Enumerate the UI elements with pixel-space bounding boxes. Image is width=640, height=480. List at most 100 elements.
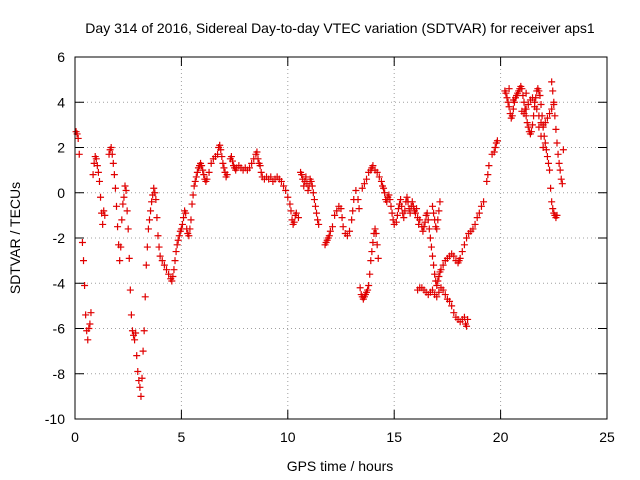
- data-point: [169, 272, 177, 280]
- data-point: [471, 220, 479, 228]
- axis-ticks: [74, 56, 608, 420]
- data-point: [543, 114, 551, 122]
- data-point: [411, 209, 419, 217]
- data-point: [363, 175, 371, 183]
- data-point: [121, 182, 129, 190]
- data-point: [219, 159, 227, 167]
- data-point: [87, 309, 95, 317]
- x-tick-label: 25: [599, 429, 615, 445]
- data-point: [386, 196, 394, 204]
- data-point: [220, 164, 228, 172]
- data-point: [326, 227, 334, 235]
- data-point: [141, 293, 149, 301]
- data-point: [549, 87, 557, 95]
- y-tick-label: -2: [53, 230, 66, 246]
- data-point: [338, 214, 346, 222]
- data-point: [185, 232, 193, 240]
- data-point: [287, 207, 295, 215]
- data-point: [86, 320, 94, 328]
- x-tick-label: 20: [493, 429, 509, 445]
- data-point: [200, 171, 208, 179]
- data-point: [393, 211, 401, 219]
- data-point: [529, 94, 537, 102]
- data-point: [173, 241, 181, 249]
- data-point: [413, 205, 421, 213]
- data-point: [535, 112, 543, 120]
- data-point: [314, 216, 322, 224]
- data-point: [416, 216, 424, 224]
- data-point: [328, 223, 336, 231]
- data-point: [398, 202, 406, 210]
- data-point: [548, 78, 556, 86]
- data-point: [147, 207, 155, 215]
- data-point: [151, 189, 159, 197]
- data-point: [548, 105, 556, 113]
- data-point: [367, 257, 375, 265]
- data-point: [450, 252, 458, 260]
- data-point: [475, 209, 483, 217]
- data-point: [535, 123, 543, 131]
- data-point: [337, 205, 345, 213]
- data-point: [188, 200, 196, 208]
- data-point: [227, 153, 235, 161]
- data-point: [420, 223, 428, 231]
- data-point: [125, 254, 133, 262]
- data-point: [531, 98, 539, 106]
- data-point: [217, 146, 225, 154]
- data-point: [533, 105, 541, 113]
- data-point: [108, 150, 116, 158]
- data-point: [463, 322, 471, 330]
- data-point: [355, 205, 363, 213]
- data-point: [163, 266, 171, 274]
- data-point: [520, 110, 528, 118]
- data-point: [548, 198, 556, 206]
- data-point: [549, 205, 557, 213]
- data-point: [277, 177, 285, 185]
- data-point: [333, 207, 341, 215]
- data-point: [82, 311, 90, 319]
- data-point: [152, 196, 160, 204]
- data-point: [473, 214, 481, 222]
- data-point: [388, 209, 396, 217]
- x-tick-labels: 0 5 10 15 20 25: [71, 429, 615, 445]
- data-point: [557, 175, 565, 183]
- data-point: [485, 162, 493, 170]
- data-point: [546, 110, 554, 118]
- data-point: [369, 239, 377, 247]
- data-point: [349, 207, 357, 215]
- data-point: [292, 209, 300, 217]
- data-point: [158, 257, 166, 265]
- data-point: [290, 218, 298, 226]
- data-point: [304, 186, 312, 194]
- data-point: [527, 128, 535, 136]
- data-point: [81, 282, 89, 290]
- data-point: [127, 311, 135, 319]
- data-point: [85, 325, 93, 332]
- data-point: [424, 216, 432, 224]
- x-tick-label: 0: [71, 429, 79, 445]
- data-point: [160, 261, 168, 269]
- y-axis-label: SDTVAR / TECUs: [7, 182, 23, 294]
- data-point: [257, 168, 265, 176]
- data-point: [180, 214, 188, 222]
- data-point: [368, 248, 376, 256]
- data-point: [430, 261, 438, 269]
- data-point: [477, 202, 485, 210]
- data-point: [529, 121, 537, 129]
- data-point: [425, 225, 433, 233]
- data-point: [358, 184, 366, 192]
- data-point: [187, 216, 195, 224]
- data-point: [310, 196, 318, 204]
- data-point: [377, 177, 385, 185]
- data-point: [134, 367, 142, 375]
- data-point: [544, 159, 552, 167]
- y-tick-label: 0: [57, 185, 65, 201]
- data-point: [153, 214, 161, 222]
- data-point: [522, 105, 530, 113]
- data-point: [298, 171, 306, 179]
- data-point: [537, 101, 545, 109]
- data-point: [186, 225, 194, 233]
- data-point: [267, 173, 275, 181]
- data-point: [122, 186, 130, 194]
- data-point: [138, 374, 146, 382]
